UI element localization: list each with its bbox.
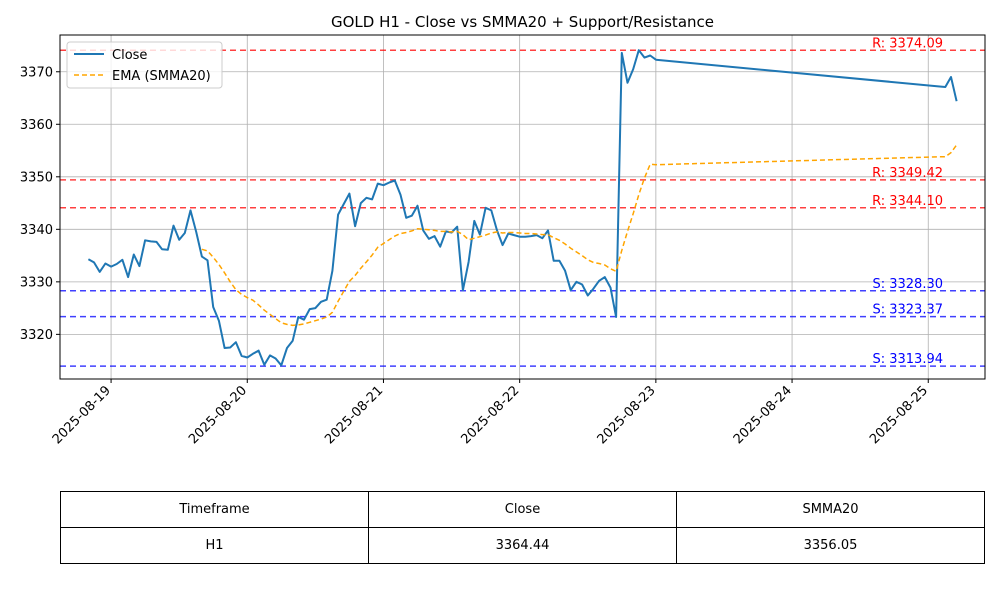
y-tick-label: 3350 bbox=[20, 170, 53, 185]
table-cell-smma20: 3356.05 bbox=[676, 527, 985, 564]
x-tick-label: 2025-08-25 bbox=[867, 383, 931, 447]
y-tick-label: 3360 bbox=[20, 118, 53, 133]
series-lines bbox=[87, 49, 958, 367]
table-header-cell: SMMA20 bbox=[676, 491, 985, 528]
legend-box bbox=[66, 41, 223, 89]
summary-table: Timeframe Close SMMA20 H1 3364.44 3356.0… bbox=[60, 491, 985, 564]
x-tick-label: 2025-08-23 bbox=[595, 383, 659, 447]
table-header-row: Timeframe Close SMMA20 bbox=[60, 491, 985, 528]
x-tick-label: 2025-08-22 bbox=[458, 383, 522, 447]
chart-title: GOLD H1 - Close vs SMMA20 + Support/Resi… bbox=[331, 13, 714, 31]
support-label: S: 3323.37 bbox=[872, 303, 943, 318]
x-tick-label: 2025-08-20 bbox=[186, 383, 250, 447]
resistance-label: R: 3374.09 bbox=[872, 36, 943, 51]
grid-lines bbox=[60, 35, 985, 379]
table-header-cell: Timeframe bbox=[60, 491, 369, 528]
legend-label-smma: EMA (SMMA20) bbox=[112, 69, 211, 84]
legend: Close EMA (SMMA20) bbox=[66, 41, 223, 89]
y-tick-label: 3340 bbox=[20, 223, 53, 238]
resistance-label: R: 3344.10 bbox=[872, 194, 943, 209]
x-axis: 2025-08-19 2025-08-20 2025-08-21 2025-08-22… bbox=[50, 379, 931, 447]
table-row: H1 3364.44 3356.05 bbox=[60, 527, 985, 564]
y-tick-label: 3330 bbox=[20, 275, 53, 290]
table-header-cell: Close bbox=[368, 491, 677, 528]
support-label: S: 3313.94 bbox=[872, 352, 943, 367]
table-cell-timeframe: H1 bbox=[60, 527, 369, 564]
x-tick-label: 2025-08-21 bbox=[322, 383, 386, 447]
plot-frame bbox=[59, 34, 986, 380]
smma20-line bbox=[201, 144, 958, 327]
y-axis: 3320 3330 3340 3350 3360 3370 bbox=[20, 65, 60, 343]
table-cell-close: 3364.44 bbox=[368, 527, 677, 564]
resistance-label: R: 3349.42 bbox=[872, 166, 943, 181]
y-tick-label: 3370 bbox=[20, 65, 53, 80]
chart-svg: GOLD H1 - Close vs SMMA20 + Support/Resi… bbox=[20, 13, 986, 447]
x-tick-label: 2025-08-19 bbox=[50, 383, 114, 447]
x-tick-label: 2025-08-24 bbox=[731, 383, 795, 447]
legend-label-close: Close bbox=[112, 48, 147, 63]
support-label: S: 3328.30 bbox=[872, 277, 943, 292]
y-tick-label: 3320 bbox=[20, 328, 53, 343]
close-line bbox=[87, 49, 958, 367]
support-resistance-levels: R: 3374.09 R: 3349.42 R: 3344.10 S: 3328.30… bbox=[60, 36, 985, 367]
